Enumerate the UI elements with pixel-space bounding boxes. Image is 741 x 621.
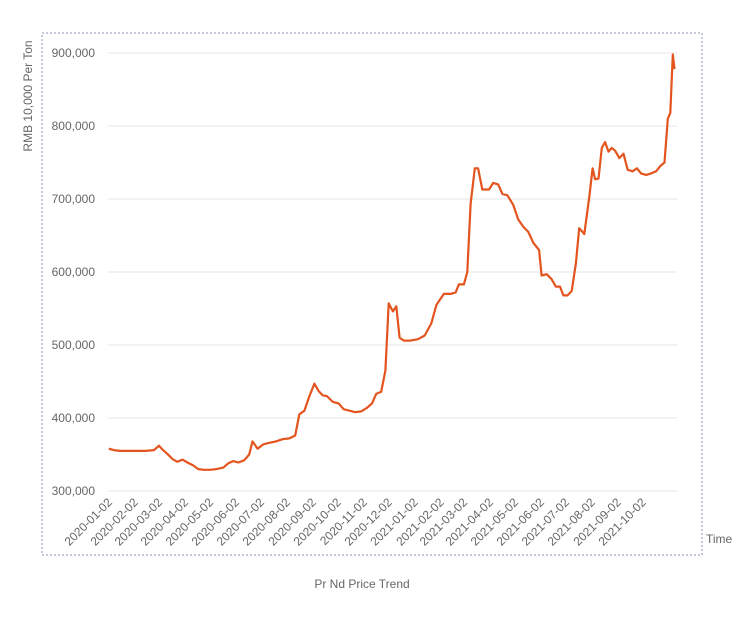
chart-title: Pr Nd Price Trend bbox=[314, 577, 409, 591]
gridlines bbox=[108, 52, 677, 492]
y-axis-ticks: 300,000 400,000 500,000 600,000 700,000 800,0… bbox=[52, 46, 96, 498]
x-axis-ticks: 2020-01-022020-02-022020-03-022020-04-02… bbox=[62, 495, 649, 549]
series-line bbox=[108, 53, 676, 471]
plot-frame bbox=[41, 32, 703, 556]
series-group bbox=[108, 53, 676, 471]
y-tick-label: 700,000 bbox=[52, 192, 96, 206]
y-tick-label: 300,000 bbox=[52, 484, 96, 498]
x-axis-label: Time bbox=[706, 532, 733, 546]
y-tick-label: 400,000 bbox=[52, 411, 96, 425]
y-tick-label: 500,000 bbox=[52, 338, 96, 352]
y-tick-label: 900,000 bbox=[52, 46, 96, 60]
y-tick-label: 600,000 bbox=[52, 265, 96, 279]
y-axis-label: RMB 10,000 Per Ton bbox=[21, 40, 35, 151]
y-tick-label: 800,000 bbox=[52, 119, 96, 133]
